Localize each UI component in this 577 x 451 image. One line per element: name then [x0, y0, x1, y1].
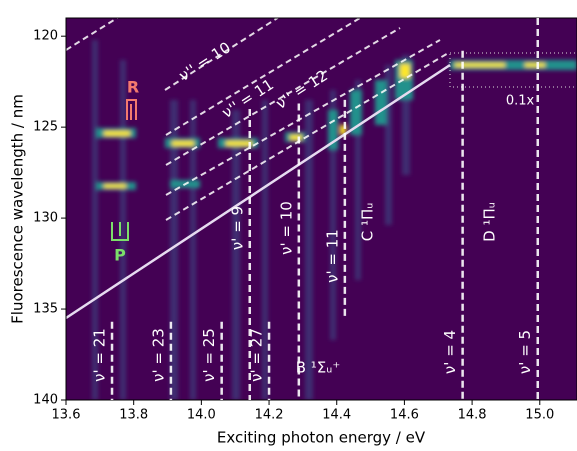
x-tick-label: 14.8 — [458, 408, 487, 423]
x-tick-label: 14.4 — [322, 408, 351, 423]
marker-label: ν' = 27 — [248, 328, 266, 382]
marker-label: ν' = 23 — [149, 328, 167, 382]
plot-background — [66, 18, 577, 400]
x-tick-label: 14.2 — [255, 408, 284, 423]
x-tick-label: 14.6 — [390, 408, 419, 423]
branch-symbol — [111, 222, 129, 241]
x-tick-label: 15.0 — [525, 408, 554, 423]
plot-frame — [65, 17, 577, 401]
state-label: C ¹Πᵤ — [359, 203, 377, 242]
marker-label: ν' = 21 — [91, 328, 109, 382]
branch-label: R — [127, 78, 139, 97]
marker-label: ν' = 10 — [277, 201, 295, 255]
marker-label: ν' = 5 — [516, 330, 534, 374]
branch-symbol — [126, 99, 137, 120]
y-tick-label: 135 — [33, 302, 58, 317]
cutoff-line — [65, 63, 451, 320]
x-tick-label: 13.6 — [52, 408, 81, 423]
y-tick-label: 130 — [33, 211, 58, 226]
y-tick-label: 140 — [33, 393, 58, 408]
marker-label: ν' = 4 — [441, 330, 459, 374]
x-tick-label: 13.8 — [119, 408, 148, 423]
state-label: B ¹Σᵤ⁺ — [296, 359, 341, 377]
x-tick-label: 14.0 — [187, 408, 216, 423]
marker-label: ν' = 25 — [200, 328, 218, 382]
branch-label: P — [114, 246, 126, 265]
scaled-region — [449, 52, 577, 88]
y-tick-label: 125 — [33, 120, 58, 135]
y-tick-label: 120 — [33, 29, 58, 44]
marker-label: ν' = 9 — [228, 206, 246, 250]
marker-label: ν' = 11 — [323, 229, 341, 283]
x-axis-label: Exciting photon energy / eV — [217, 429, 426, 447]
y-axis-label: Fluorescence wavelength / nm — [9, 94, 27, 324]
progression-lines — [66, 18, 451, 221]
scale-note: 0.1x — [506, 94, 535, 109]
state-label: D ¹Πᵤ — [481, 202, 499, 242]
